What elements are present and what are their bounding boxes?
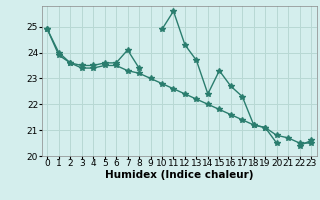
X-axis label: Humidex (Indice chaleur): Humidex (Indice chaleur) <box>105 170 253 180</box>
